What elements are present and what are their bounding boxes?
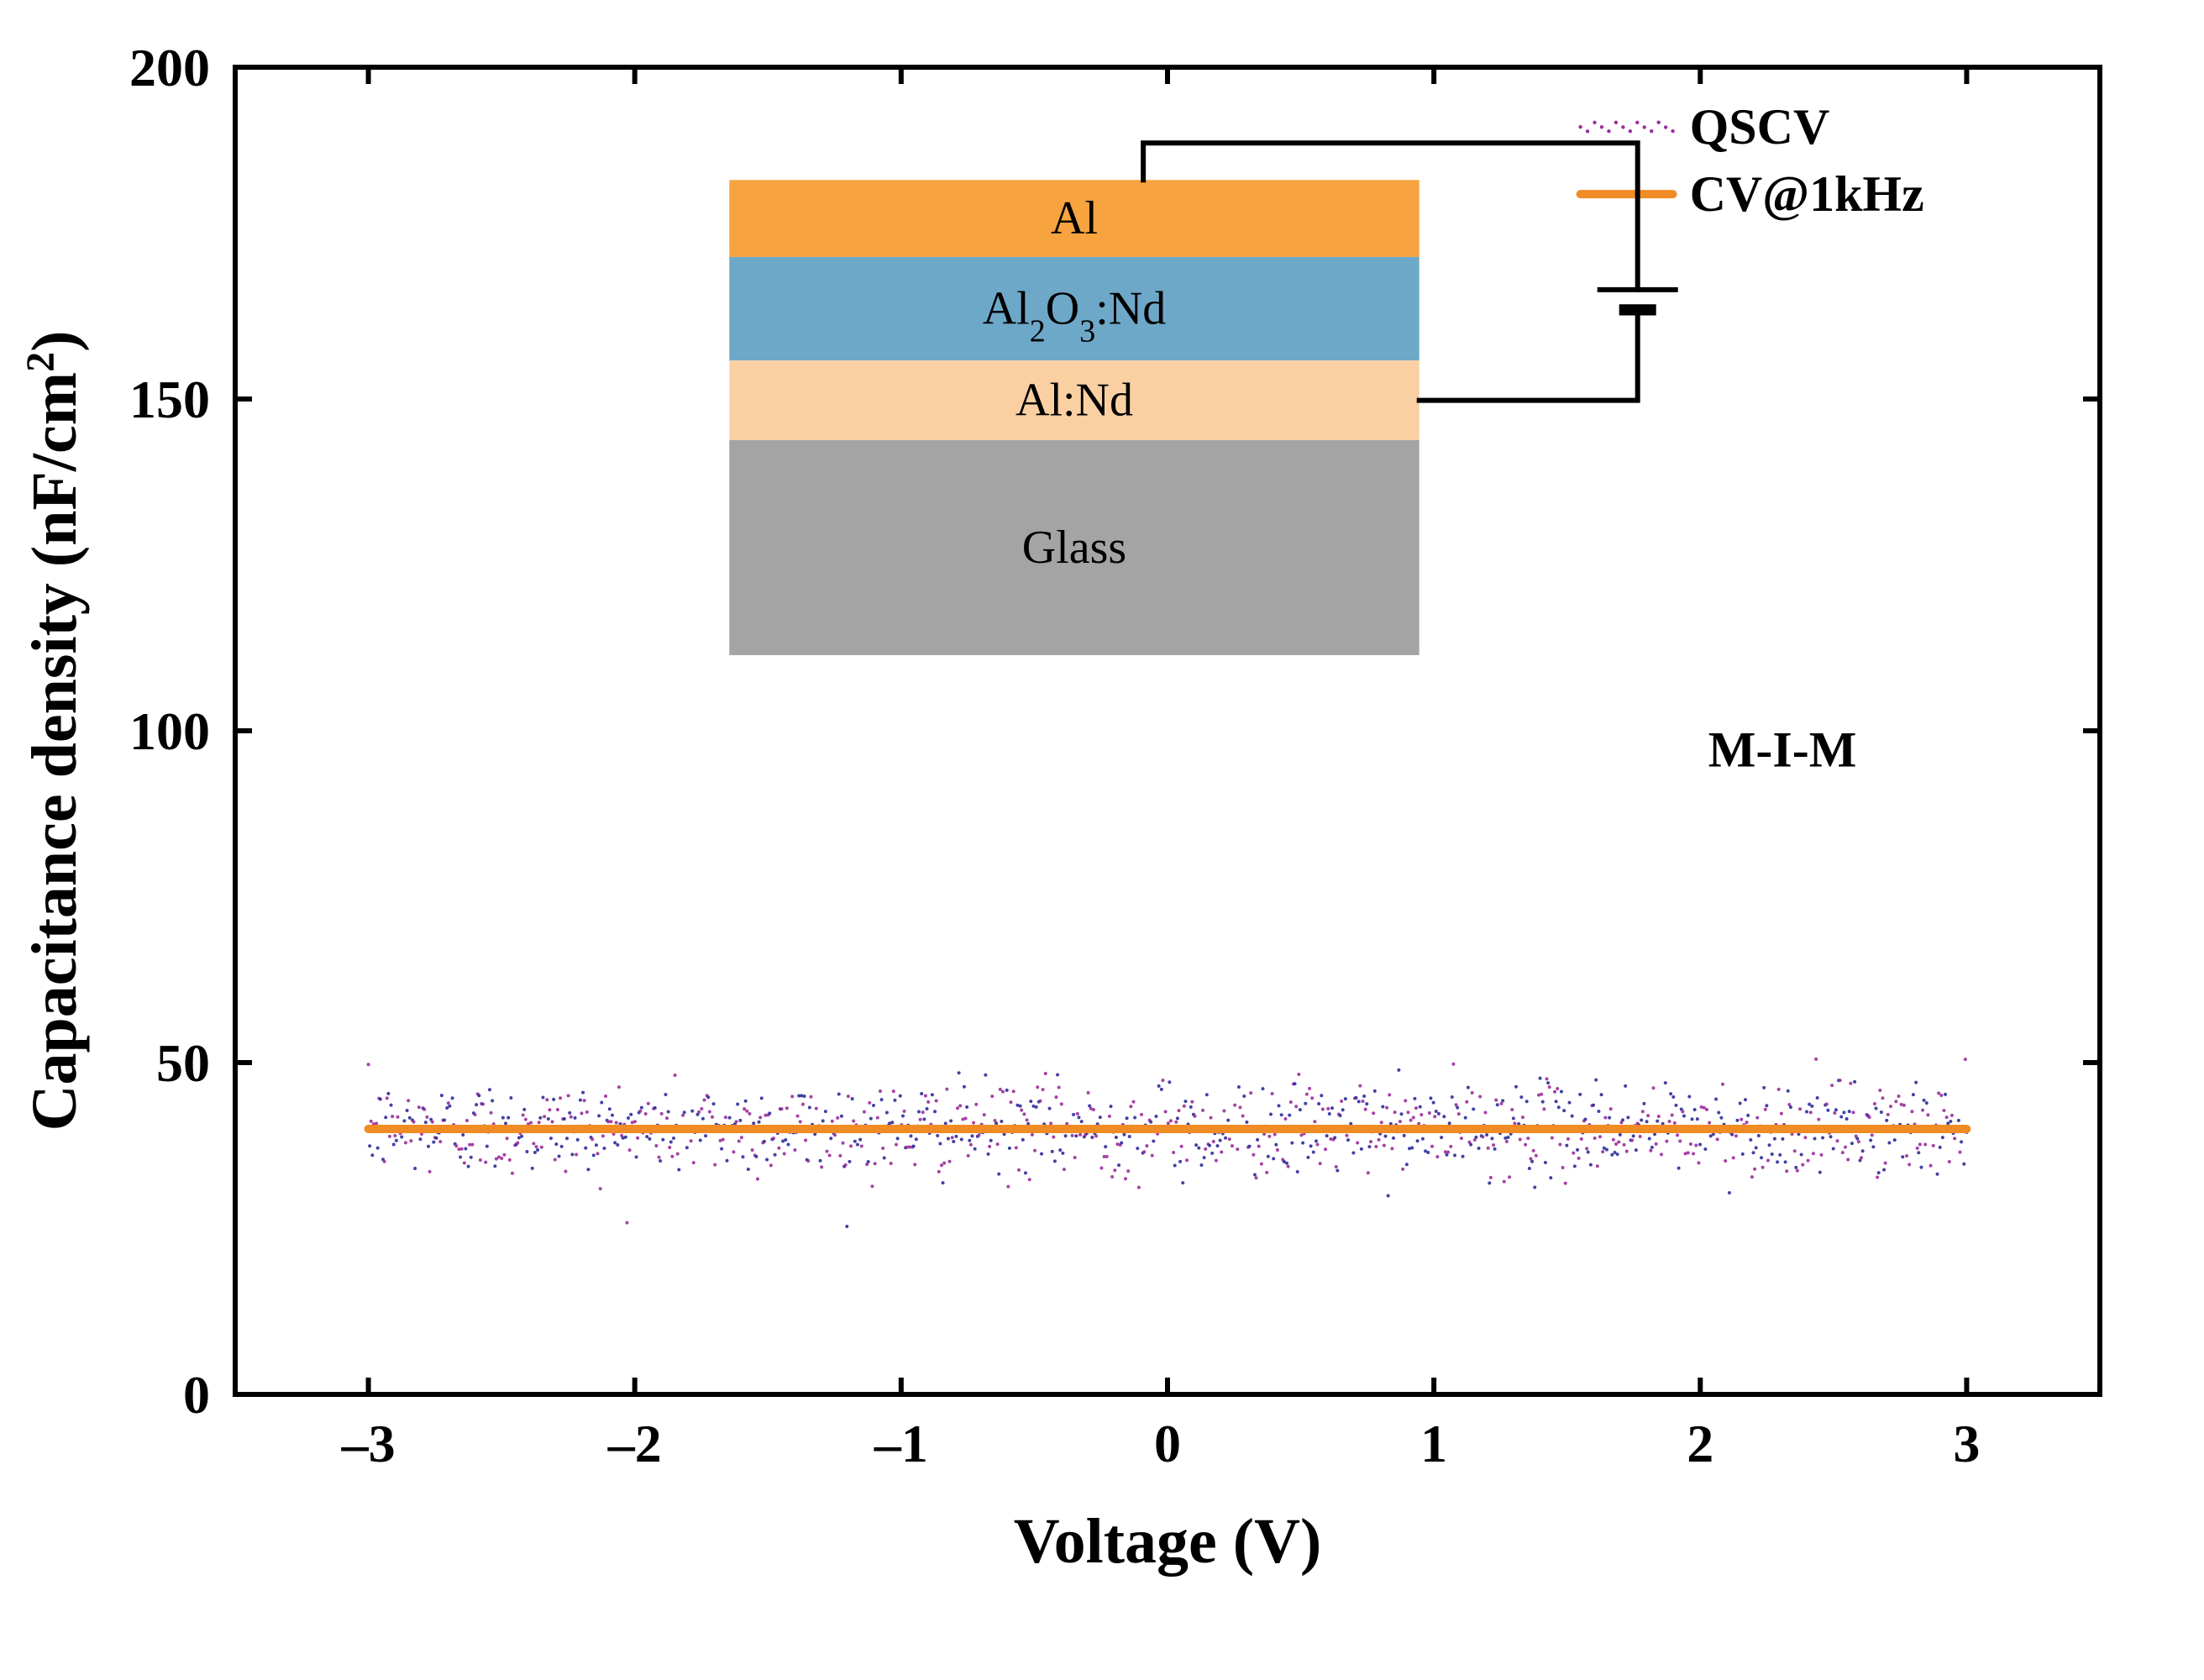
legend-swatch-scatter	[1600, 125, 1603, 129]
legend-swatch-scatter	[1671, 129, 1674, 133]
legend-label: QSCV	[1690, 99, 1830, 155]
legend-swatch-scatter	[1643, 125, 1646, 129]
x-tick-label: –2	[607, 1414, 662, 1473]
legend-swatch-scatter	[1614, 121, 1618, 124]
x-tick-label: 3	[1953, 1414, 1980, 1473]
legend: QSCV CV@1kHz	[1578, 99, 1923, 222]
x-tick-label: 2	[1687, 1414, 1713, 1473]
x-tick-label: –3	[341, 1414, 396, 1473]
legend-swatch-scatter	[1650, 129, 1653, 133]
x-tick-label: 0	[1154, 1414, 1181, 1473]
annotation-mim: M-I-M	[1708, 722, 1857, 778]
y-tick-label: 0	[183, 1365, 210, 1425]
schematic-layer-label: Al	[1051, 192, 1098, 244]
y-axis-title: Capacitance density (nF/cm2)	[18, 331, 91, 1131]
x-tick-label: 1	[1420, 1414, 1447, 1473]
x-axis-title: Voltage (V)	[1014, 1506, 1322, 1577]
legend-swatch-scatter	[1629, 129, 1632, 133]
schematic: AlAl2O3:NdAl:NdGlass	[729, 143, 1677, 655]
x-tick-label: –1	[874, 1414, 928, 1473]
y-tick-label: 100	[129, 701, 210, 761]
schematic-layer-label: Glass	[1022, 522, 1126, 574]
legend-swatch-scatter	[1656, 121, 1660, 124]
schematic-layer-label: Al:Nd	[1015, 375, 1133, 427]
legend-swatch-scatter	[1664, 125, 1667, 129]
series-qscv	[367, 1058, 1969, 1228]
chart-svg: –3 –2 –1 0 1 2 3 Voltage (V) 0 50 100 150 200 Capacit…	[0, 0, 2204, 1680]
legend-swatch-scatter	[1578, 125, 1582, 129]
legend-swatch-scatter	[1586, 129, 1589, 133]
y-tick-label: 50	[156, 1033, 210, 1093]
figure-root: –3 –2 –1 0 1 2 3 Voltage (V) 0 50 100 150 200 Capacit…	[0, 0, 2204, 1680]
legend-swatch-scatter	[1607, 129, 1610, 133]
legend-swatch-scatter	[1621, 125, 1624, 129]
y-tick-label: 150	[129, 370, 210, 429]
plot-area	[367, 1058, 1969, 1228]
legend-label: CV@1kHz	[1690, 166, 1924, 222]
legend-swatch-scatter	[1635, 121, 1639, 124]
y-tick-label: 200	[129, 38, 210, 97]
legend-swatch-scatter	[1593, 121, 1596, 124]
